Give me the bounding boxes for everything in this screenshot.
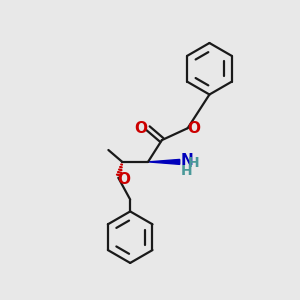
Text: O: O	[118, 172, 131, 187]
Text: O: O	[187, 121, 200, 136]
Text: O: O	[135, 121, 148, 136]
Text: H: H	[188, 156, 200, 170]
Text: H: H	[181, 164, 193, 178]
Polygon shape	[148, 159, 180, 164]
Text: N: N	[180, 153, 193, 168]
